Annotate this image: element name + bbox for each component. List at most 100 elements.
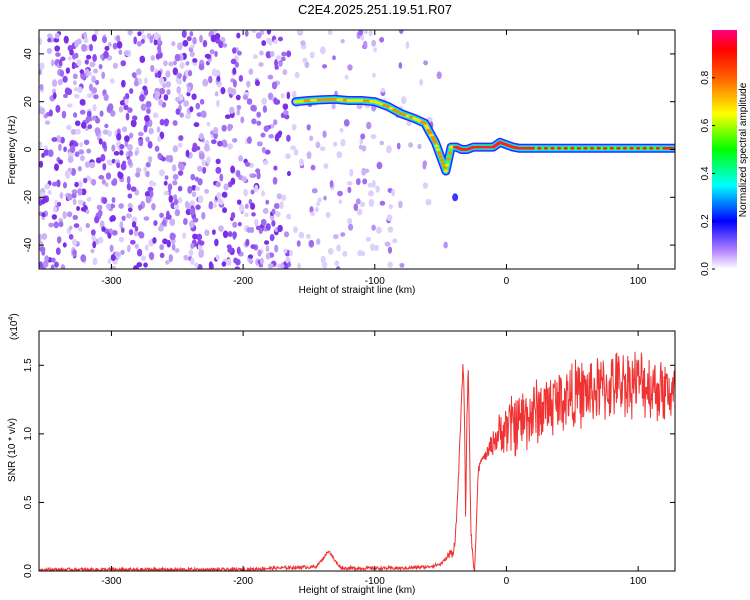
noise-speck <box>157 225 164 232</box>
ridge-core-point <box>435 148 441 151</box>
noise-speck <box>177 185 183 192</box>
ridge-core-point <box>313 98 318 102</box>
ridge-core-point <box>319 98 325 102</box>
noise-speck <box>376 161 383 170</box>
noise-speck <box>73 80 77 86</box>
colorbar-tick-label: 0.4 <box>700 166 711 180</box>
noise-speck <box>212 203 218 208</box>
noise-speck <box>120 79 126 88</box>
noise-speck <box>215 254 220 261</box>
noise-speck <box>193 122 200 128</box>
noise-speck <box>191 191 197 198</box>
noise-speck <box>54 32 60 39</box>
noise-speck <box>86 196 92 202</box>
ridge-core-point <box>629 146 634 150</box>
noise-speck <box>111 229 118 236</box>
noise-speck <box>356 178 361 186</box>
noise-speck <box>368 30 373 37</box>
noise-speck <box>286 134 291 142</box>
noise-speck <box>198 63 205 71</box>
noise-speck <box>78 226 83 232</box>
noise-speck <box>111 179 117 186</box>
noise-speck <box>176 86 181 94</box>
noise-speck <box>261 146 266 154</box>
noise-speck <box>310 164 316 171</box>
noise-speck <box>74 120 81 127</box>
noise-speck <box>242 94 249 100</box>
snr-multiplier-close: ) <box>9 313 20 316</box>
noise-speck <box>285 153 291 160</box>
noise-speck <box>268 133 275 139</box>
noise-speck <box>56 135 62 143</box>
ridge-core-point <box>385 105 391 108</box>
noise-speck <box>93 94 99 100</box>
snr-y-ticks: 0.0 0.5 1.0 1.5 <box>23 358 675 578</box>
noise-speck <box>44 120 51 125</box>
noise-speck <box>194 146 201 151</box>
noise-speck <box>54 45 61 52</box>
noise-speck <box>123 50 130 56</box>
noise-speck <box>168 61 174 67</box>
ridge-core-point <box>310 98 315 102</box>
noise-speck <box>408 142 414 148</box>
spectrogram-x-ticks: -300 -200 -100 0 100 <box>101 30 647 287</box>
noise-speck <box>73 112 78 118</box>
noise-speck <box>256 171 261 180</box>
noise-speck <box>94 215 100 224</box>
ridge-core-point <box>369 100 374 103</box>
noise-speck <box>159 244 165 251</box>
noise-speck <box>187 85 191 93</box>
noise-speck <box>189 207 196 216</box>
noise-speck <box>118 49 123 55</box>
noise-speck <box>73 93 80 99</box>
noise-speck <box>149 190 154 198</box>
spectrogram-ridge <box>291 94 675 202</box>
noise-speck <box>249 173 255 178</box>
noise-speck <box>222 141 228 148</box>
noise-speck <box>251 118 257 125</box>
noise-speck <box>145 108 151 115</box>
noise-speck <box>119 221 124 230</box>
ridge-core-point <box>556 146 562 150</box>
noise-speck <box>391 188 396 197</box>
noise-speck <box>145 170 150 178</box>
noise-speck <box>84 161 91 168</box>
noise-speck <box>201 211 206 220</box>
noise-speck <box>194 176 200 182</box>
noise-speck <box>96 204 103 211</box>
noise-speck <box>162 238 168 245</box>
ridge-core-point <box>609 146 614 150</box>
noise-speck <box>280 56 286 62</box>
noise-speck <box>425 198 432 206</box>
noise-speck <box>211 229 216 235</box>
noise-speck <box>251 212 256 217</box>
noise-speck <box>138 231 145 239</box>
noise-speck <box>238 204 245 212</box>
ridge-core-point <box>303 99 308 103</box>
noise-speck <box>177 93 184 101</box>
ridge-core-point <box>527 146 532 150</box>
noise-speck <box>173 203 180 210</box>
noise-speck <box>243 188 248 197</box>
noise-speck <box>264 149 271 155</box>
noise-speck <box>110 254 116 261</box>
noise-speck <box>177 142 183 148</box>
noise-speck <box>332 55 336 61</box>
noise-speck <box>171 243 176 251</box>
ridge-mid-band <box>292 96 675 175</box>
noise-speck <box>92 115 97 121</box>
noise-speck <box>283 231 290 238</box>
noise-speck <box>53 37 60 43</box>
noise-speck <box>216 75 221 82</box>
noise-speck <box>213 126 219 135</box>
noise-speck <box>78 180 83 188</box>
ridge-core-point <box>543 146 549 150</box>
noise-speck <box>319 146 326 151</box>
noise-speck <box>112 62 118 69</box>
noise-speck <box>267 74 274 80</box>
noise-speck <box>148 251 155 260</box>
noise-speck <box>58 143 62 152</box>
spectrogram-marks <box>39 30 675 269</box>
noise-speck <box>286 171 291 177</box>
noise-speck <box>179 62 185 69</box>
